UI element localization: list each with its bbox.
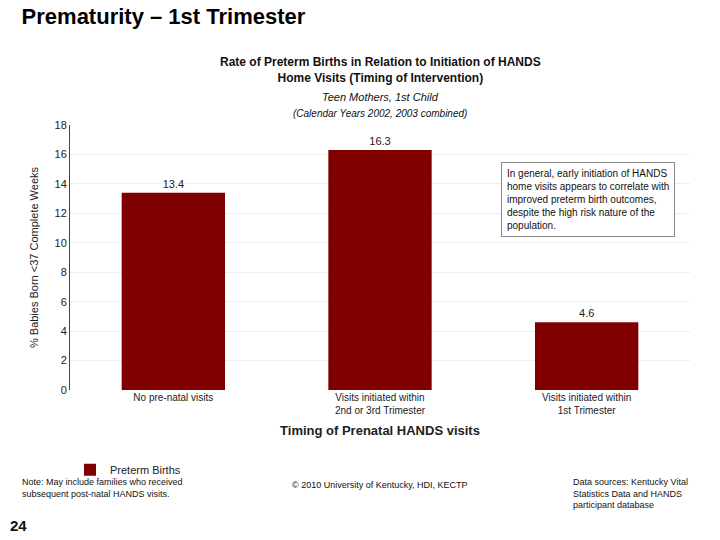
svg-text:8: 8 [61, 266, 67, 278]
svg-text:13.4: 13.4 [163, 178, 184, 190]
svg-text:(Calendar Years 2002, 2003 com: (Calendar Years 2002, 2003 combined) [293, 108, 467, 119]
svg-text:10: 10 [55, 237, 67, 249]
svg-text:4.6: 4.6 [579, 307, 594, 319]
svg-text:© 2010 University of Kentucky,: © 2010 University of Kentucky, HDI, KECT… [292, 480, 468, 490]
svg-text:16.3: 16.3 [369, 135, 390, 147]
svg-text:2: 2 [61, 354, 67, 366]
svg-text:Note: May include families who: Note: May include families who receiveds… [22, 477, 183, 499]
svg-text:18: 18 [55, 119, 67, 131]
svg-text:24: 24 [10, 517, 27, 534]
svg-text:12: 12 [55, 207, 67, 219]
svg-text:Teen Mothers, 1st Child: Teen Mothers, 1st Child [322, 91, 439, 103]
svg-text:In general, early initiation o: In general, early initiation of HANDShom… [507, 168, 669, 231]
svg-text:16: 16 [55, 148, 67, 160]
svg-text:Timing of Prenatal HANDS visit: Timing of Prenatal HANDS visits [280, 423, 480, 438]
svg-text:14: 14 [55, 178, 67, 190]
svg-text:Data sources: Kentucky VitalSt: Data sources: Kentucky VitalStatistics D… [573, 477, 688, 510]
svg-text:6: 6 [61, 296, 67, 308]
svg-text:0: 0 [61, 384, 67, 396]
svg-text:% Babies Born <37 Complete Wee: % Babies Born <37 Complete Weeks [28, 166, 40, 348]
svg-text:Preterm Births: Preterm Births [110, 464, 181, 476]
svg-text:Visits initiated within2nd or: Visits initiated within2nd or 3rd Trimes… [335, 392, 426, 416]
svg-text:4: 4 [61, 325, 67, 337]
svg-text:Prematurity – 1st Trimester: Prematurity – 1st Trimester [22, 4, 306, 29]
svg-text:No pre-natal visits: No pre-natal visits [133, 392, 213, 403]
svg-text:Visits initiated within1st Tri: Visits initiated within1st Trimester [542, 392, 631, 416]
svg-text:Rate of Preterm Births in Rela: Rate of Preterm Births in Relation to In… [220, 55, 541, 85]
